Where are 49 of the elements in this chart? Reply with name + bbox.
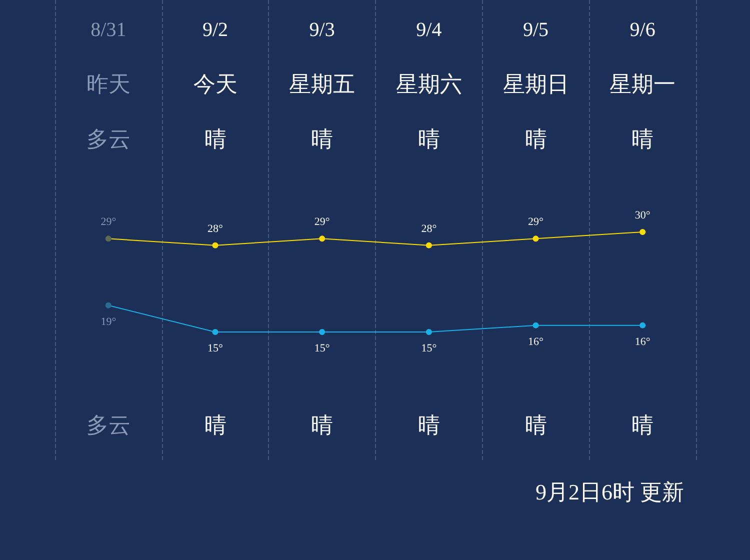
text: 晴 — [418, 412, 440, 438]
point — [426, 329, 432, 335]
data-label: 19° — [100, 316, 116, 328]
text: 晴 — [311, 412, 334, 438]
point — [105, 236, 112, 242]
text: 9月2日6时 更新 — [536, 480, 684, 504]
data-label: 28° — [421, 222, 437, 235]
point — [319, 236, 326, 242]
text: 晴 — [632, 126, 654, 152]
point — [319, 329, 326, 335]
text: 昨天 — [86, 72, 130, 96]
data-label: 15° — [208, 342, 223, 354]
text: 晴 — [524, 126, 547, 152]
x-tick-label: 9/2 — [202, 19, 228, 41]
point — [640, 229, 646, 235]
text: 晴 — [418, 126, 440, 152]
point — [105, 302, 112, 308]
x-tick-label: 9/5 — [522, 19, 549, 41]
text: 晴 — [311, 126, 334, 152]
data-label: 16° — [528, 336, 544, 348]
data-label: 30° — [634, 210, 650, 222]
point — [532, 322, 539, 328]
data-label: 28° — [208, 222, 223, 235]
point — [426, 242, 432, 248]
data-label: 29° — [100, 216, 116, 228]
data-label: 29° — [528, 216, 544, 228]
text: 晴 — [524, 412, 547, 438]
text: 晴 — [204, 412, 226, 438]
data-label: 15° — [421, 342, 437, 354]
x-tick-label: 9/4 — [416, 19, 442, 41]
x-tick-label: 9/3 — [309, 19, 335, 41]
data-label: 16° — [634, 336, 650, 348]
text: 星期五 — [289, 72, 356, 96]
data-label: 29° — [314, 216, 330, 228]
text: 星期一 — [610, 72, 676, 96]
point — [212, 329, 218, 335]
text: 今天 — [193, 72, 238, 96]
point — [532, 236, 539, 242]
data-label: 15° — [314, 342, 330, 354]
x-tick-label: 8/31 — [90, 19, 126, 41]
text: 晴 — [204, 126, 226, 152]
point — [212, 242, 218, 248]
text: 晴 — [632, 412, 654, 438]
text: 多云 — [86, 412, 130, 438]
x-tick-label: 9/6 — [630, 19, 656, 41]
point — [640, 322, 646, 328]
text: 星期六 — [396, 72, 462, 96]
text: 星期日 — [502, 72, 569, 96]
text: 多云 — [86, 126, 130, 152]
